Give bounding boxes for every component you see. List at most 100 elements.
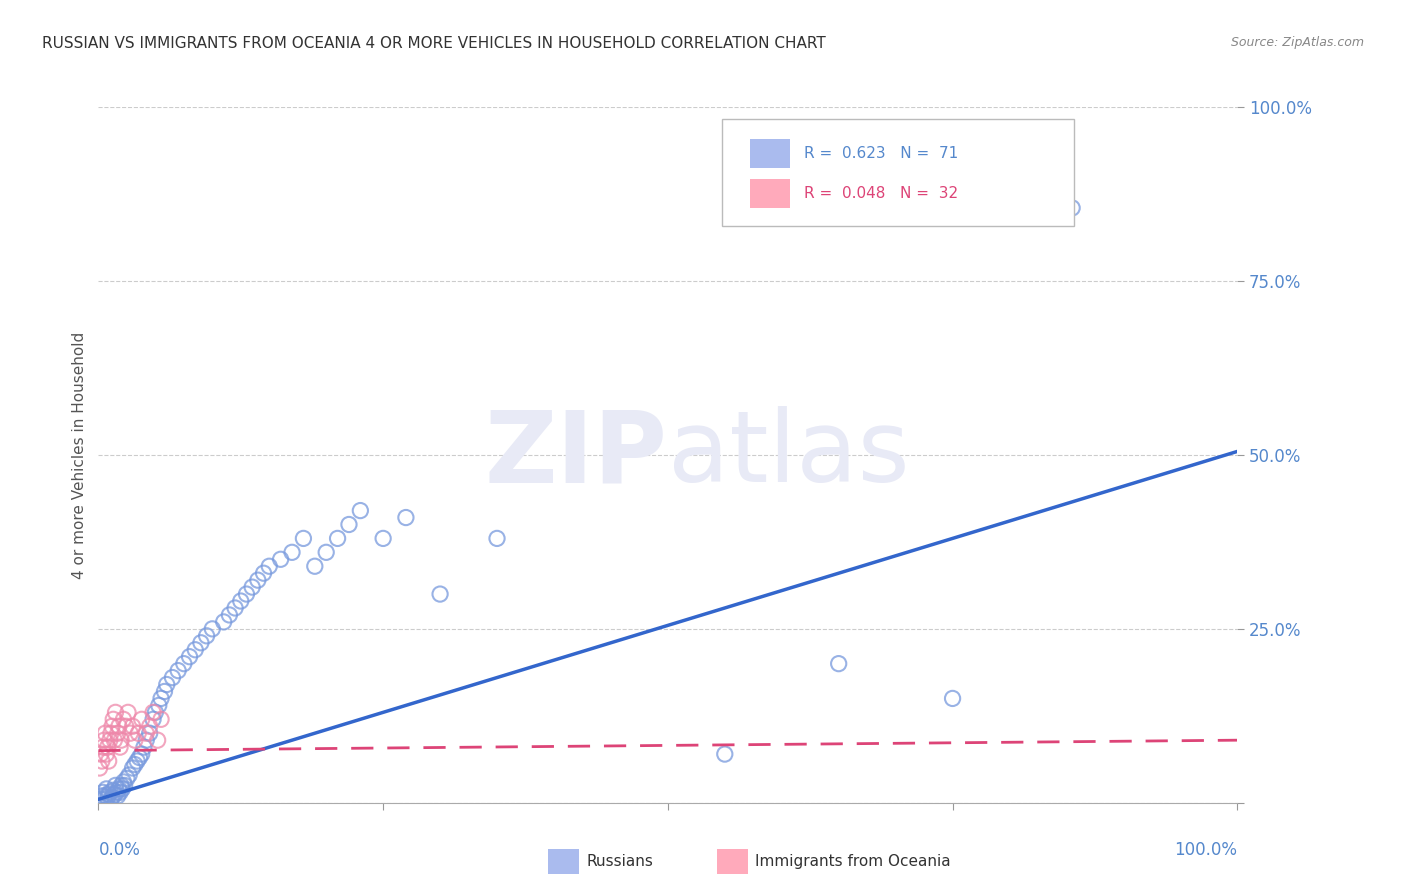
Text: Source: ZipAtlas.com: Source: ZipAtlas.com bbox=[1230, 36, 1364, 49]
Point bbox=[96, 747, 118, 761]
Point bbox=[108, 719, 131, 733]
Point bbox=[195, 629, 218, 643]
Point bbox=[142, 706, 165, 720]
Point bbox=[96, 781, 118, 796]
Point bbox=[118, 768, 141, 782]
Point bbox=[150, 712, 173, 726]
Text: R =  0.623   N =  71: R = 0.623 N = 71 bbox=[804, 145, 957, 161]
Point bbox=[371, 532, 394, 546]
Point bbox=[131, 747, 153, 761]
Point bbox=[103, 783, 125, 797]
Point bbox=[828, 657, 851, 671]
Point bbox=[162, 671, 184, 685]
Point bbox=[97, 754, 120, 768]
Text: atlas: atlas bbox=[668, 407, 910, 503]
Point bbox=[167, 664, 190, 678]
Point bbox=[173, 657, 195, 671]
Point bbox=[146, 733, 169, 747]
Point bbox=[108, 785, 131, 799]
Point bbox=[127, 754, 149, 768]
Point bbox=[124, 733, 146, 747]
Point bbox=[246, 573, 269, 587]
Point bbox=[115, 772, 138, 786]
Point bbox=[110, 733, 132, 747]
Point bbox=[349, 503, 371, 517]
Point bbox=[190, 636, 212, 650]
Text: Russians: Russians bbox=[586, 855, 654, 869]
Point bbox=[98, 733, 121, 747]
Point bbox=[97, 788, 120, 802]
Point bbox=[110, 778, 132, 793]
Point bbox=[150, 691, 173, 706]
Point bbox=[128, 750, 150, 764]
Point bbox=[131, 712, 153, 726]
Point bbox=[142, 712, 165, 726]
Point bbox=[148, 698, 170, 713]
Point bbox=[201, 622, 224, 636]
Point bbox=[93, 792, 115, 806]
Point bbox=[90, 792, 112, 806]
Point bbox=[259, 559, 281, 574]
Point bbox=[91, 785, 114, 799]
Point bbox=[153, 684, 176, 698]
Point bbox=[104, 778, 127, 793]
Point bbox=[212, 615, 235, 629]
Point bbox=[1062, 201, 1084, 215]
Point bbox=[98, 785, 121, 799]
Point bbox=[101, 719, 124, 733]
Point bbox=[138, 719, 160, 733]
Point bbox=[121, 719, 143, 733]
Point bbox=[108, 740, 131, 755]
Point bbox=[127, 726, 149, 740]
Point bbox=[235, 587, 257, 601]
Point bbox=[135, 726, 157, 740]
Point bbox=[108, 781, 131, 796]
Point bbox=[145, 706, 167, 720]
Point bbox=[90, 789, 112, 803]
Point bbox=[94, 726, 117, 740]
Point bbox=[111, 781, 134, 796]
Point bbox=[120, 726, 142, 740]
Point bbox=[114, 778, 136, 793]
Text: Immigrants from Oceania: Immigrants from Oceania bbox=[755, 855, 950, 869]
Point bbox=[107, 726, 129, 740]
Point bbox=[96, 790, 118, 805]
Point bbox=[124, 757, 146, 772]
Text: R =  0.048   N =  32: R = 0.048 N = 32 bbox=[804, 186, 957, 201]
Point bbox=[100, 726, 122, 740]
Point bbox=[121, 761, 143, 775]
Point bbox=[107, 789, 129, 803]
Point bbox=[100, 792, 122, 806]
Point bbox=[132, 740, 155, 755]
Point bbox=[93, 733, 115, 747]
Text: 100.0%: 100.0% bbox=[1174, 841, 1237, 859]
Point bbox=[90, 754, 112, 768]
Point bbox=[304, 559, 326, 574]
Point bbox=[89, 761, 111, 775]
Point bbox=[179, 649, 201, 664]
Point bbox=[252, 566, 274, 581]
Point bbox=[156, 677, 179, 691]
Y-axis label: 4 or more Vehicles in Household: 4 or more Vehicles in Household bbox=[72, 331, 87, 579]
Point bbox=[429, 587, 451, 601]
Point bbox=[101, 790, 124, 805]
Text: 0.0%: 0.0% bbox=[98, 841, 141, 859]
Point bbox=[96, 740, 118, 755]
Point bbox=[292, 532, 315, 546]
Point bbox=[326, 532, 349, 546]
Point bbox=[270, 552, 292, 566]
Text: RUSSIAN VS IMMIGRANTS FROM OCEANIA 4 OR MORE VEHICLES IN HOUSEHOLD CORRELATION C: RUSSIAN VS IMMIGRANTS FROM OCEANIA 4 OR … bbox=[42, 36, 825, 51]
Point bbox=[112, 775, 135, 789]
Point bbox=[224, 601, 246, 615]
Point bbox=[714, 747, 737, 761]
Point bbox=[104, 706, 127, 720]
Point bbox=[240, 580, 263, 594]
Point bbox=[117, 706, 139, 720]
Point bbox=[135, 733, 157, 747]
Point bbox=[229, 594, 252, 608]
Point bbox=[942, 691, 965, 706]
Point bbox=[103, 733, 125, 747]
Point bbox=[218, 607, 240, 622]
Point bbox=[138, 726, 160, 740]
Point bbox=[90, 747, 112, 761]
